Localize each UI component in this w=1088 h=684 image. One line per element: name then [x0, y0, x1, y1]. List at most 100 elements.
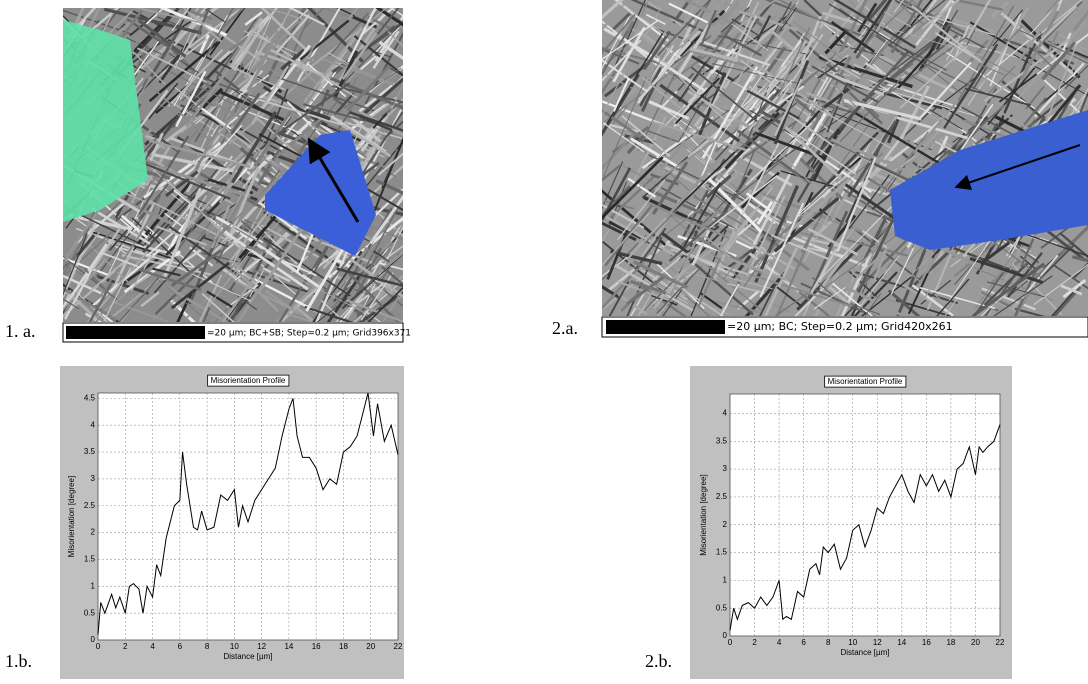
texture-stroke	[824, 29, 848, 55]
texture-stroke	[856, 206, 901, 293]
texture-stroke	[699, 168, 753, 250]
texture-stroke	[353, 34, 403, 77]
texture-stroke	[244, 8, 276, 78]
grain-highlight	[63, 20, 148, 222]
texture-stroke	[221, 271, 260, 322]
texture-stroke	[812, 128, 841, 182]
texture-stroke	[764, 247, 799, 316]
texture-stroke	[656, 301, 670, 316]
texture-stroke	[101, 252, 139, 268]
texture-stroke	[170, 248, 222, 287]
texture-stroke	[738, 140, 813, 185]
texture-stroke	[987, 67, 1036, 126]
texture-stroke	[230, 110, 277, 184]
texture-stroke	[646, 32, 677, 84]
texture-stroke	[799, 213, 837, 230]
texture-stroke	[182, 8, 223, 43]
texture-stroke	[334, 58, 391, 84]
texture-stroke	[986, 44, 1036, 96]
texture-stroke	[377, 152, 403, 176]
texture-stroke	[799, 98, 893, 150]
texture-stroke	[807, 210, 849, 299]
texture-stroke	[630, 137, 680, 169]
texture-stroke	[716, 274, 780, 291]
texture-stroke	[278, 224, 307, 246]
texture-stroke	[857, 0, 902, 41]
texture-stroke	[228, 234, 309, 291]
x-tick-label: 10	[848, 638, 857, 647]
texture-stroke	[602, 73, 640, 137]
texture-stroke	[904, 0, 938, 39]
texture-stroke	[137, 18, 187, 58]
texture-stroke	[249, 270, 264, 298]
texture-stroke	[865, 48, 956, 94]
texture-stroke	[138, 268, 202, 292]
texture-stroke	[613, 0, 668, 36]
texture-stroke	[606, 31, 665, 124]
texture-stroke	[648, 154, 746, 202]
texture-stroke	[993, 275, 1053, 316]
texture-stroke	[263, 237, 351, 297]
texture-stroke	[346, 8, 359, 22]
texture-stroke	[229, 81, 260, 122]
texture-stroke	[699, 9, 717, 47]
texture-stroke	[198, 182, 229, 193]
y-tick-label: 3	[91, 474, 96, 483]
texture-stroke	[229, 166, 260, 234]
texture-stroke	[367, 286, 403, 322]
texture-stroke	[602, 212, 650, 266]
texture-stroke	[617, 178, 666, 241]
texture-stroke	[796, 149, 867, 217]
texture-stroke	[918, 61, 972, 120]
texture-stroke	[777, 0, 830, 26]
x-tick-label: 16	[312, 642, 321, 651]
texture-stroke	[792, 109, 829, 168]
texture-stroke	[808, 131, 880, 204]
texture-stroke	[621, 115, 671, 157]
texture-stroke	[887, 289, 921, 316]
texture-stroke	[108, 229, 129, 251]
texture-stroke	[891, 277, 933, 304]
texture-stroke	[1072, 9, 1088, 32]
texture-stroke	[676, 140, 761, 204]
texture-stroke	[861, 229, 888, 249]
texture-stroke	[247, 30, 280, 92]
texture-stroke	[302, 8, 325, 31]
texture-stroke	[741, 142, 780, 215]
texture-stroke	[899, 45, 969, 109]
texture-stroke	[245, 244, 266, 253]
texture-stroke	[907, 272, 929, 315]
texture-stroke	[1019, 255, 1039, 272]
texture-stroke	[100, 209, 157, 297]
texture-stroke	[896, 116, 968, 140]
texture-stroke	[864, 50, 910, 101]
texture-stroke	[602, 30, 629, 76]
texture-stroke	[369, 194, 403, 245]
texture-stroke	[1027, 0, 1063, 38]
texture-stroke	[262, 267, 291, 283]
texture-stroke	[232, 23, 264, 72]
texture-stroke	[819, 135, 913, 182]
y-tick-label: 2	[91, 528, 96, 537]
texture-stroke	[851, 295, 862, 316]
texture-stroke	[63, 226, 91, 278]
texture-stroke	[389, 67, 403, 77]
x-tick-label: 12	[257, 642, 266, 651]
texture-stroke	[209, 8, 245, 42]
texture-stroke	[346, 64, 391, 112]
texture-stroke	[637, 290, 655, 316]
texture-stroke	[604, 200, 635, 210]
texture-stroke	[808, 76, 829, 110]
y-tick-label: 2.5	[716, 492, 728, 501]
texture-stroke	[843, 273, 886, 316]
texture-stroke	[126, 37, 162, 55]
texture-stroke	[666, 238, 698, 304]
texture-stroke	[126, 18, 181, 56]
texture-stroke	[716, 0, 748, 14]
texture-stroke	[971, 262, 1029, 316]
texture-stroke	[919, 287, 996, 310]
x-tick-label: 20	[366, 642, 375, 651]
texture-stroke	[1013, 266, 1039, 316]
x-tick-label: 4	[150, 642, 155, 651]
texture-stroke	[994, 0, 1012, 32]
